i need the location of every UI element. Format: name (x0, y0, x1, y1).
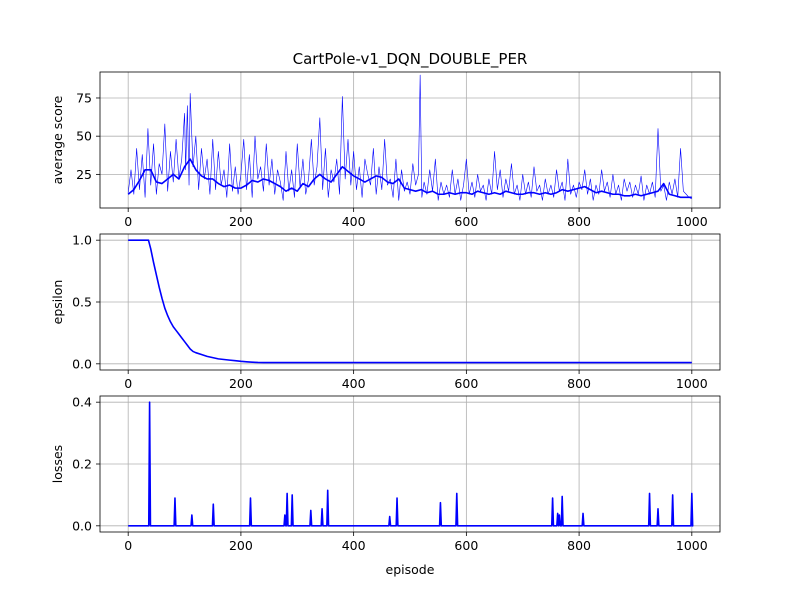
losses-y-tick-label: 0.2 (72, 457, 92, 472)
losses-y-axis-label: losses (50, 445, 65, 483)
losses-panel: 0 200 400 600 800 1000 0.0 0.2 0.4 losses episode (50, 395, 721, 577)
epsilon-y-tick-label: 0.5 (72, 295, 92, 310)
losses-x-tick-label: 200 (229, 538, 253, 553)
chart-title: CartPole-v1_DQN_DOUBLE_PER (293, 50, 528, 69)
epsilon-x-tick-label: 600 (454, 376, 478, 391)
score-x-tick-label: 400 (342, 214, 366, 229)
epsilon-x-tick-label: 1000 (676, 376, 708, 391)
losses-y-tick-label: 0.4 (72, 395, 92, 410)
score-x-tick-label: 800 (567, 214, 591, 229)
epsilon-series-line (128, 239, 692, 364)
score-axes-frame (99, 71, 721, 209)
score-x-tick-label: 0 (124, 214, 132, 229)
score-x-tick-label: 200 (229, 214, 253, 229)
epsilon-x-tick-label: 800 (567, 376, 591, 391)
score-y-tick-label: 25 (76, 167, 92, 182)
losses-x-tick-label: 0 (124, 538, 132, 553)
epsilon-y-tick-label: 0.0 (72, 356, 92, 371)
score-y-tick-label: 75 (76, 90, 92, 105)
losses-series-line (128, 401, 694, 527)
score-x-tick-label: 600 (454, 214, 478, 229)
epsilon-x-tick-label: 0 (124, 376, 132, 391)
score-x-tick-label: 1000 (676, 214, 708, 229)
score-series-raw (127, 74, 692, 201)
score-plot-area (127, 74, 692, 201)
score-series-moving-average (127, 158, 692, 199)
losses-plot-area (128, 401, 694, 527)
score-y-tick-label: 50 (76, 129, 92, 144)
losses-x-axis-label: episode (386, 562, 435, 577)
epsilon-y-tick-label: 1.0 (72, 233, 92, 248)
losses-x-tick-label: 1000 (676, 538, 708, 553)
losses-x-tick-label: 400 (342, 538, 366, 553)
epsilon-x-tick-label: 200 (229, 376, 253, 391)
epsilon-panel: 0 200 400 600 800 1000 0.0 0.5 1.0 epsilon (50, 233, 721, 391)
losses-x-tick-label: 600 (454, 538, 478, 553)
epsilon-y-axis-label: epsilon (50, 280, 65, 325)
epsilon-x-tick-label: 400 (342, 376, 366, 391)
losses-x-tick-label: 800 (567, 538, 591, 553)
score-panel: 0 200 400 600 800 1000 25 50 75 average score (50, 71, 721, 229)
losses-y-tick-label: 0.0 (72, 518, 92, 533)
epsilon-plot-area (128, 239, 692, 364)
score-y-axis-label: average score (50, 95, 65, 184)
